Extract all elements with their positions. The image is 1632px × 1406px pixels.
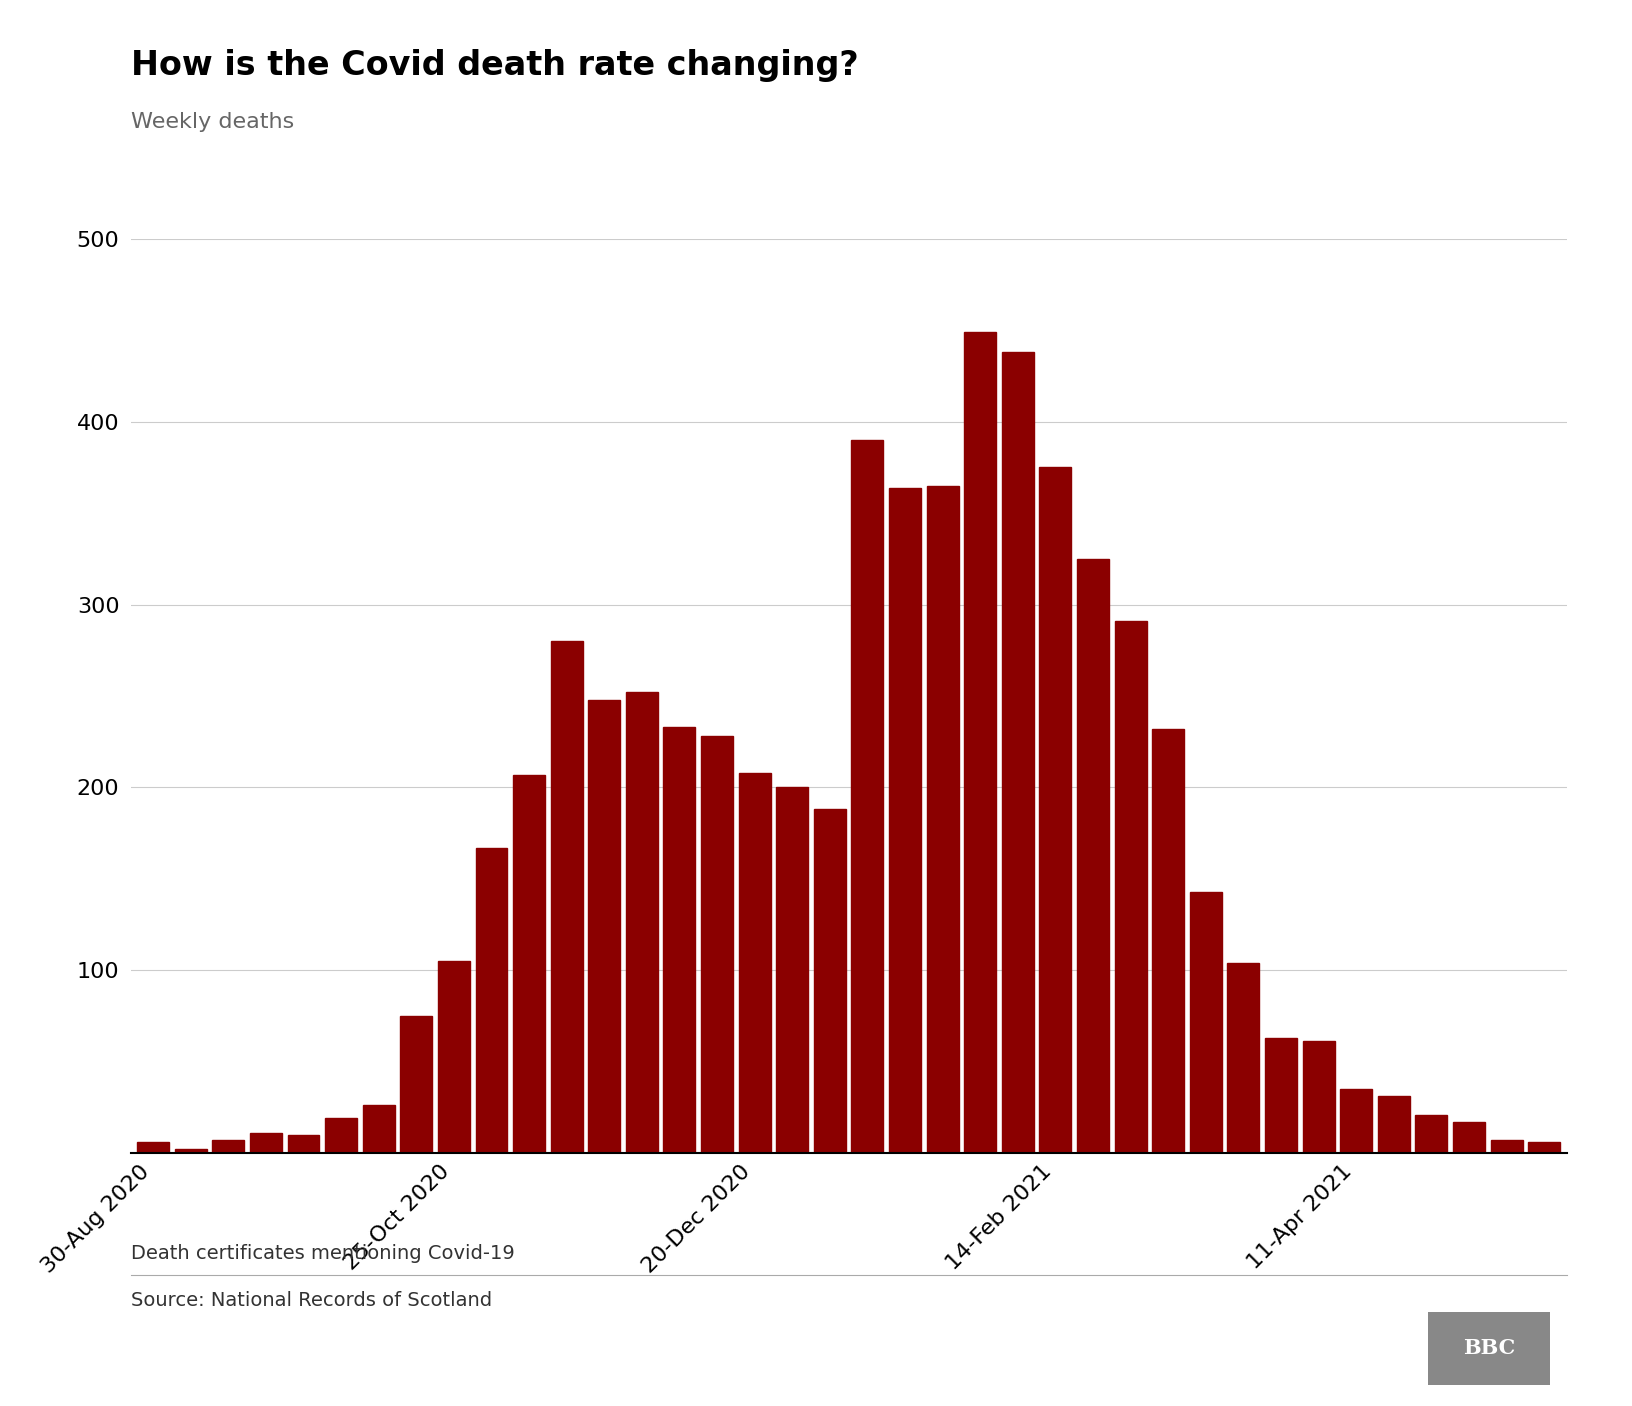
Bar bbox=[1002, 353, 1033, 1153]
Bar bbox=[777, 787, 808, 1153]
Bar bbox=[927, 485, 958, 1153]
Bar bbox=[588, 700, 620, 1153]
Bar bbox=[1077, 558, 1110, 1153]
Bar bbox=[739, 773, 770, 1153]
Bar bbox=[250, 1133, 282, 1153]
Bar bbox=[1490, 1140, 1523, 1153]
Bar bbox=[1227, 963, 1260, 1153]
Bar bbox=[1528, 1142, 1560, 1153]
Bar bbox=[287, 1135, 320, 1153]
Bar bbox=[325, 1118, 357, 1153]
Bar bbox=[1152, 728, 1185, 1153]
Bar bbox=[852, 440, 883, 1153]
Bar bbox=[137, 1142, 170, 1153]
Bar bbox=[1415, 1115, 1448, 1153]
Bar bbox=[475, 848, 508, 1153]
Bar bbox=[1265, 1038, 1297, 1153]
Bar bbox=[889, 488, 920, 1153]
Bar bbox=[437, 962, 470, 1153]
Bar bbox=[512, 775, 545, 1153]
Bar bbox=[550, 641, 583, 1153]
Bar bbox=[1190, 891, 1222, 1153]
Bar bbox=[1452, 1122, 1485, 1153]
Bar bbox=[1302, 1042, 1335, 1153]
Text: How is the Covid death rate changing?: How is the Covid death rate changing? bbox=[131, 49, 858, 82]
Bar bbox=[212, 1140, 245, 1153]
Text: Weekly deaths: Weekly deaths bbox=[131, 112, 294, 132]
Bar bbox=[400, 1015, 432, 1153]
Bar bbox=[965, 332, 996, 1153]
Text: Death certificates mentioning Covid-19: Death certificates mentioning Covid-19 bbox=[131, 1244, 514, 1264]
Bar bbox=[1040, 467, 1071, 1153]
Bar bbox=[814, 810, 845, 1153]
Bar bbox=[702, 737, 733, 1153]
Bar bbox=[664, 727, 695, 1153]
Bar bbox=[1340, 1088, 1373, 1153]
Bar bbox=[175, 1149, 207, 1153]
Text: BBC: BBC bbox=[1462, 1339, 1516, 1358]
Bar bbox=[627, 692, 658, 1153]
Bar bbox=[1377, 1097, 1410, 1153]
Bar bbox=[362, 1105, 395, 1153]
Bar bbox=[1115, 621, 1147, 1153]
Text: Source: National Records of Scotland: Source: National Records of Scotland bbox=[131, 1291, 491, 1310]
